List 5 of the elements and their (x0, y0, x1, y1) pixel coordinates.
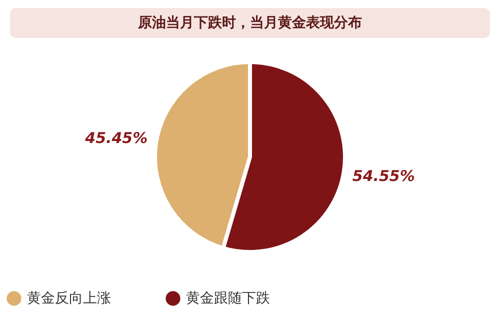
data-label: 54.55% (352, 167, 415, 186)
data-label: 45.45% (84, 128, 148, 147)
legend-label: 黄金反向上涨 (27, 290, 111, 306)
legend-label: 黄金跟随下跌 (186, 290, 270, 306)
chart-title: 原油当月下跌时，当月黄金表现分布 (10, 8, 490, 38)
